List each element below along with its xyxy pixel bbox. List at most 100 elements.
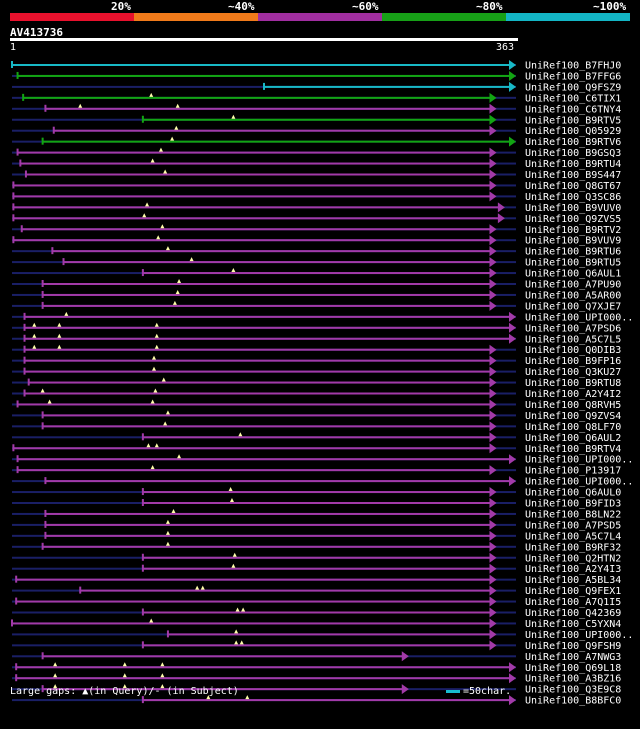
hit-row[interactable]: UniRef100_A5C7L4 <box>12 530 621 543</box>
hit-row[interactable]: UniRef100_A7PSD6 <box>12 322 621 335</box>
hit-row[interactable]: UniRef100_P13917 <box>12 465 621 477</box>
hit-row[interactable]: UniRef100_A7PSD5 <box>12 519 621 532</box>
hit-end-arrow <box>489 235 497 246</box>
hit-row[interactable]: UniRef100_Q8RVH5 <box>12 399 621 411</box>
hit-end-arrow <box>489 443 497 454</box>
hit-row[interactable]: UniRef100_B9GSQ3 <box>12 147 621 160</box>
hit-row[interactable]: UniRef100_Q9FSH9 <box>12 640 621 652</box>
hit-row[interactable]: UniRef100_B9RTU4 <box>12 158 621 171</box>
hit-row[interactable]: UniRef100_A7NWG3 <box>12 651 621 663</box>
query-gap-marker-icon <box>206 695 211 700</box>
hit-label: UniRef100_A7NWG3 <box>525 652 621 663</box>
hit-row[interactable]: UniRef100_Q9FSZ9 <box>12 81 621 94</box>
hit-label: UniRef100_A7PSD6 <box>525 323 621 334</box>
hit-row[interactable]: UniRef100_A5C7L5 <box>12 333 621 346</box>
ruler-start-label: 1 <box>10 42 17 53</box>
hit-row[interactable]: UniRef100_A2Y4I3 <box>12 563 621 576</box>
hit-alignment-bar <box>142 611 491 614</box>
hit-row[interactable]: UniRef100_A7Q1I5 <box>12 596 621 609</box>
hit-start-cap <box>44 509 47 517</box>
hit-row[interactable]: UniRef100_B9RTV5 <box>12 114 621 127</box>
hit-row[interactable]: UniRef100_UPI000.. <box>12 476 633 488</box>
query-gap-marker-icon <box>177 454 182 459</box>
hit-row[interactable]: UniRef100_B7FHJ0 <box>11 60 621 72</box>
hit-end-arrow <box>489 344 497 355</box>
hit-row[interactable]: UniRef100_Q3E9C8 <box>12 684 621 696</box>
hit-alignment-bar <box>25 173 491 176</box>
hit-row[interactable]: UniRef100_B9RTV6 <box>12 136 621 149</box>
query-gap-marker-icon <box>171 508 176 513</box>
hit-row[interactable]: UniRef100_Q9FEX1 <box>12 585 621 598</box>
hit-row[interactable]: UniRef100_UPI000.. <box>12 629 633 641</box>
hit-row[interactable]: UniRef100_A5AR00 <box>12 289 621 302</box>
hit-alignment-bar <box>13 184 491 187</box>
hit-row[interactable]: UniRef100_B9VUV0 <box>12 202 621 214</box>
hit-start-cap <box>19 159 22 167</box>
hit-row[interactable]: UniRef100_Q0DIB3 <box>12 344 621 357</box>
hit-label: UniRef100_B9RTU4 <box>525 159 621 170</box>
hit-row[interactable]: UniRef100_A7PU90 <box>12 279 621 291</box>
hit-row[interactable]: UniRef100_Q2HTN2 <box>12 552 621 565</box>
hit-alignment-bar <box>42 283 491 285</box>
hit-start-cap <box>141 696 144 704</box>
hit-row[interactable]: UniRef100_Q9ZVS5 <box>12 213 621 225</box>
hit-row[interactable]: UniRef100_B9S447 <box>12 169 621 182</box>
hit-row[interactable]: UniRef100_B9VUV9 <box>12 235 621 247</box>
hit-row[interactable]: UniRef100_C6TNY4 <box>12 103 621 116</box>
hit-start-cap <box>22 93 25 101</box>
legend-percent-label: ~60% <box>352 0 379 13</box>
hit-row[interactable]: UniRef100_Q8LF70 <box>12 421 621 433</box>
query-gap-marker-icon <box>160 224 165 229</box>
hit-row[interactable]: UniRef100_Q42369 <box>12 607 621 620</box>
hit-row[interactable]: UniRef100_Q69L18 <box>12 662 621 674</box>
hit-row[interactable]: UniRef100_B9RTV4 <box>12 443 621 455</box>
hit-row[interactable]: UniRef100_UPI000.. <box>12 454 633 466</box>
hit-row[interactable]: UniRef100_Q3KU27 <box>12 366 621 379</box>
legend-segment <box>258 13 382 21</box>
hit-end-arrow <box>489 607 497 618</box>
hit-label: UniRef100_Q2HTN2 <box>525 553 621 564</box>
hit-row[interactable]: UniRef100_B9FID3 <box>12 498 621 510</box>
hit-row[interactable]: UniRef100_C6TIX1 <box>12 92 621 105</box>
hit-alignment-bar <box>167 633 491 636</box>
hit-end-arrow <box>489 432 497 443</box>
query-gap-marker-icon <box>142 213 147 218</box>
hit-start-cap <box>16 71 19 79</box>
hit-row[interactable]: UniRef100_Q8GT67 <box>12 180 621 192</box>
query-gap-marker-icon <box>174 125 179 130</box>
hit-row[interactable]: UniRef100_B9RTU6 <box>12 246 621 258</box>
hit-alignment-bar <box>264 85 510 88</box>
hit-row[interactable]: UniRef100_Q6AUL0 <box>12 487 621 499</box>
hit-row[interactable]: UniRef100_B9FP16 <box>12 355 621 368</box>
hit-label: UniRef100_Q0DIB3 <box>525 345 621 356</box>
query-gap-marker-icon <box>154 322 159 327</box>
hit-label: UniRef100_A5BL34 <box>525 575 621 586</box>
hit-row[interactable]: UniRef100_B8LN22 <box>12 508 621 521</box>
hit-alignment-bar <box>80 589 491 592</box>
hit-row[interactable]: UniRef100_B9RTU8 <box>12 377 621 390</box>
hit-row[interactable]: UniRef100_B9RTV2 <box>12 224 621 236</box>
hit-row[interactable]: UniRef100_Q6AUL1 <box>12 268 621 280</box>
hit-row[interactable]: UniRef100_Q7XJE7 <box>12 300 621 313</box>
hit-row[interactable]: UniRef100_A3BZ16 <box>12 673 621 685</box>
hit-end-arrow <box>489 180 497 191</box>
hit-row[interactable]: UniRef100_B9RF32 <box>12 541 621 554</box>
hit-row[interactable]: UniRef100_B8BFC0 <box>12 695 621 707</box>
hit-row[interactable]: UniRef100_A2Y4I2 <box>12 388 621 401</box>
hit-row[interactable]: UniRef100_B9RTU5 <box>12 257 621 269</box>
hit-start-cap <box>141 433 144 441</box>
query-gap-marker-icon <box>189 257 194 262</box>
hit-row[interactable]: UniRef100_Q05929 <box>12 125 621 138</box>
hit-row[interactable]: UniRef100_Q9ZVS4 <box>12 410 621 422</box>
hit-row[interactable]: UniRef100_A5BL34 <box>12 574 621 587</box>
hit-start-cap <box>44 104 47 112</box>
hit-row[interactable]: UniRef100_C5YXN4 <box>11 618 621 630</box>
query-gap-marker-icon <box>228 487 233 492</box>
query-gap-marker-icon <box>234 640 239 645</box>
hit-row[interactable]: UniRef100_Q3SC86 <box>12 191 621 203</box>
hit-row[interactable]: UniRef100_UPI000.. <box>12 311 633 324</box>
hit-row[interactable]: UniRef100_B7FFG6 <box>12 70 621 83</box>
hit-row[interactable]: UniRef100_Q6AUL2 <box>12 432 621 444</box>
hit-end-arrow <box>489 114 497 125</box>
hit-start-cap <box>41 290 44 298</box>
